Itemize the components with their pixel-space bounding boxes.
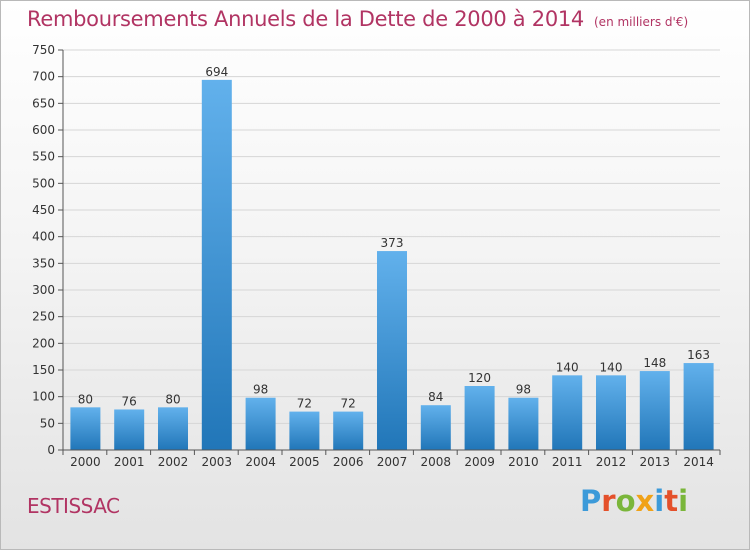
logo-letter: x bbox=[635, 484, 655, 518]
chart-title-text: Remboursements Annuels de la Dette de 20… bbox=[27, 7, 584, 31]
bar-value-label: 84 bbox=[428, 390, 443, 404]
bar-value-label: 373 bbox=[381, 236, 404, 250]
chart-unit: (en milliers d'€) bbox=[594, 15, 689, 29]
x-tick-label: 2014 bbox=[683, 455, 714, 469]
x-tick-label: 2006 bbox=[333, 455, 364, 469]
bar-value-label: 98 bbox=[516, 383, 531, 397]
bar-value-label: 694 bbox=[205, 65, 228, 79]
bar bbox=[201, 79, 232, 450]
bar bbox=[114, 409, 145, 450]
y-tick-label: 50 bbox=[40, 416, 55, 430]
x-axis: 2000 2001 2002 2003 2004 2005 2006 2007 2008 2009… bbox=[62, 449, 721, 469]
y-tick-label: 350 bbox=[32, 256, 55, 270]
logo-letter: i bbox=[678, 484, 689, 518]
x-tick-label: 2001 bbox=[114, 455, 145, 469]
bars: 80 76 80 694 98 72 72 373 84 120 98 140 140 148 163 bbox=[70, 65, 714, 450]
y-tick-label: 150 bbox=[32, 363, 55, 377]
y-tick-label: 100 bbox=[32, 390, 55, 404]
bar bbox=[596, 375, 626, 450]
bar-value-label: 163 bbox=[687, 348, 710, 362]
x-tick-label: 2004 bbox=[245, 455, 276, 469]
x-tick-label: 2002 bbox=[158, 455, 189, 469]
y-tick-label: 400 bbox=[32, 230, 55, 244]
bar-value-label: 148 bbox=[643, 356, 666, 370]
x-tick-label: 2009 bbox=[464, 455, 495, 469]
y-tick-label: 650 bbox=[32, 96, 55, 110]
y-tick-label: 500 bbox=[32, 176, 55, 190]
bar-value-label: 80 bbox=[165, 392, 180, 406]
y-tick-label: 450 bbox=[32, 203, 55, 217]
logo-letter: P bbox=[580, 484, 602, 518]
y-tick-label: 750 bbox=[32, 43, 55, 57]
chart-title: Remboursements Annuels de la Dette de 20… bbox=[27, 7, 688, 31]
y-axis: 0 50 100 150 200 250 300 350 400 450 500 550 600 650 7… bbox=[32, 43, 64, 457]
bar-value-label: 72 bbox=[341, 397, 356, 411]
bar bbox=[70, 407, 101, 450]
x-tick-label: 2012 bbox=[596, 455, 627, 469]
bar bbox=[245, 397, 276, 450]
bar-value-label: 140 bbox=[600, 360, 623, 374]
proxiti-logo: Proxiti bbox=[580, 484, 688, 518]
y-tick-label: 200 bbox=[32, 336, 55, 350]
bar bbox=[683, 363, 714, 450]
x-tick-label: 2005 bbox=[289, 455, 320, 469]
x-tick-label: 2003 bbox=[202, 455, 233, 469]
logo-letter: r bbox=[601, 484, 616, 518]
y-tick-label: 600 bbox=[32, 123, 55, 137]
bar bbox=[639, 371, 670, 450]
bar bbox=[508, 397, 539, 450]
bar-value-label: 80 bbox=[78, 392, 93, 406]
logo-letter: t bbox=[664, 484, 679, 518]
bar-value-label: 72 bbox=[297, 397, 312, 411]
x-tick-label: 2010 bbox=[508, 455, 539, 469]
x-tick-label: 2008 bbox=[421, 455, 452, 469]
bar-value-label: 76 bbox=[122, 394, 137, 408]
bar-value-label: 120 bbox=[468, 371, 491, 385]
bar bbox=[420, 405, 451, 450]
bar bbox=[158, 407, 188, 450]
x-tick-label: 2011 bbox=[552, 455, 583, 469]
bar bbox=[464, 386, 495, 450]
y-tick-label: 300 bbox=[32, 283, 55, 297]
y-tick-label: 700 bbox=[32, 70, 55, 84]
bar-value-label: 98 bbox=[253, 383, 268, 397]
bar-value-label: 140 bbox=[556, 360, 579, 374]
logo-letter: o bbox=[615, 484, 636, 518]
bar bbox=[377, 251, 407, 450]
x-tick-label: 2013 bbox=[640, 455, 671, 469]
y-tick-label: 550 bbox=[32, 150, 55, 164]
x-tick-label: 2000 bbox=[70, 455, 101, 469]
y-tick-label: 0 bbox=[47, 443, 55, 457]
logo-letter: i bbox=[654, 484, 665, 518]
city-name: ESTISSAC bbox=[27, 494, 120, 518]
bar bbox=[289, 411, 320, 450]
bar bbox=[552, 375, 583, 450]
x-tick-label: 2007 bbox=[377, 455, 408, 469]
bar bbox=[333, 411, 364, 450]
y-tick-label: 250 bbox=[32, 310, 55, 324]
